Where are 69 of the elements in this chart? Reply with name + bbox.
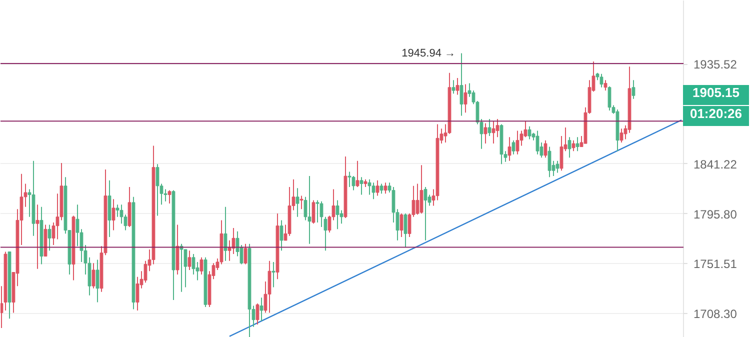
- candlestick: [548, 146, 552, 178]
- y-tick-label: 1935.52: [694, 58, 738, 72]
- annotation: 1945.94 →: [402, 47, 456, 60]
- candlestick: [176, 224, 180, 276]
- candlestick: [168, 190, 172, 204]
- candlestick: [460, 52, 464, 116]
- candlestick: [536, 130, 540, 155]
- candlestick: [316, 200, 320, 223]
- candlestick: [528, 126, 532, 140]
- candlestick: [268, 260, 272, 314]
- candlestick: [556, 160, 560, 174]
- candlestick: [336, 200, 340, 230]
- candlestick: [92, 262, 96, 289]
- candlestick: [508, 136, 512, 162]
- candlestick: [404, 213, 408, 248]
- candlestick: [376, 180, 380, 196]
- candlestick: [256, 302, 260, 326]
- candlestick: [188, 250, 192, 270]
- y-tick-label: 1751.51: [694, 257, 738, 272]
- candlestick: [224, 206, 228, 262]
- candlestick: [452, 80, 456, 94]
- candlestick: [572, 140, 576, 152]
- candlestick: [488, 118, 492, 137]
- candlestick: [492, 120, 496, 144]
- candlestick: [400, 213, 404, 238]
- candlestick: [568, 136, 572, 158]
- candlestick: [484, 122, 488, 144]
- candlestick: [384, 182, 388, 194]
- candlestick: [420, 164, 424, 214]
- candlestick: [512, 140, 516, 155]
- candlestick: [608, 86, 612, 112]
- candlestick: [576, 136, 580, 152]
- candlestick: [368, 178, 372, 196]
- candlestick: [280, 220, 284, 252]
- candlestick: [352, 176, 356, 191]
- candlestick: [464, 84, 468, 114]
- candlestick: [300, 195, 304, 210]
- candlestick: [272, 261, 276, 288]
- text: 1905.15: [683, 85, 749, 106]
- candlestick: [308, 176, 312, 244]
- candlestick: [600, 73, 604, 88]
- y-tick-label: 1708.30: [694, 307, 738, 322]
- candlestick: [156, 164, 160, 216]
- candlestick: [456, 78, 460, 96]
- candlestick: [260, 297, 264, 322]
- candlestick: [48, 224, 52, 252]
- candlestick: [312, 200, 316, 224]
- candlestick: [244, 243, 248, 265]
- candlestick: [360, 176, 364, 196]
- candlestick: [128, 186, 132, 228]
- candlestick: [516, 130, 520, 155]
- candlestick: [200, 256, 204, 276]
- candlestick: [544, 140, 548, 158]
- candlestick: [96, 259, 100, 303]
- candlestick: [36, 204, 40, 270]
- text: 01:20:26: [683, 106, 749, 126]
- candlestick: [112, 198, 116, 231]
- candlestick: [424, 186, 428, 241]
- candlestick: [372, 182, 376, 200]
- candlestick: [604, 80, 608, 92]
- candlestick: [620, 128, 624, 143]
- y-tick-label: 1841.22: [694, 157, 738, 172]
- candlestick: [380, 183, 384, 194]
- candlestick: [296, 188, 300, 218]
- y-tick-label: 1795.80: [694, 207, 738, 222]
- candlestick: [632, 80, 636, 100]
- candlestick: [356, 160, 360, 188]
- candlestick: [348, 171, 352, 188]
- candlestick: [320, 200, 324, 228]
